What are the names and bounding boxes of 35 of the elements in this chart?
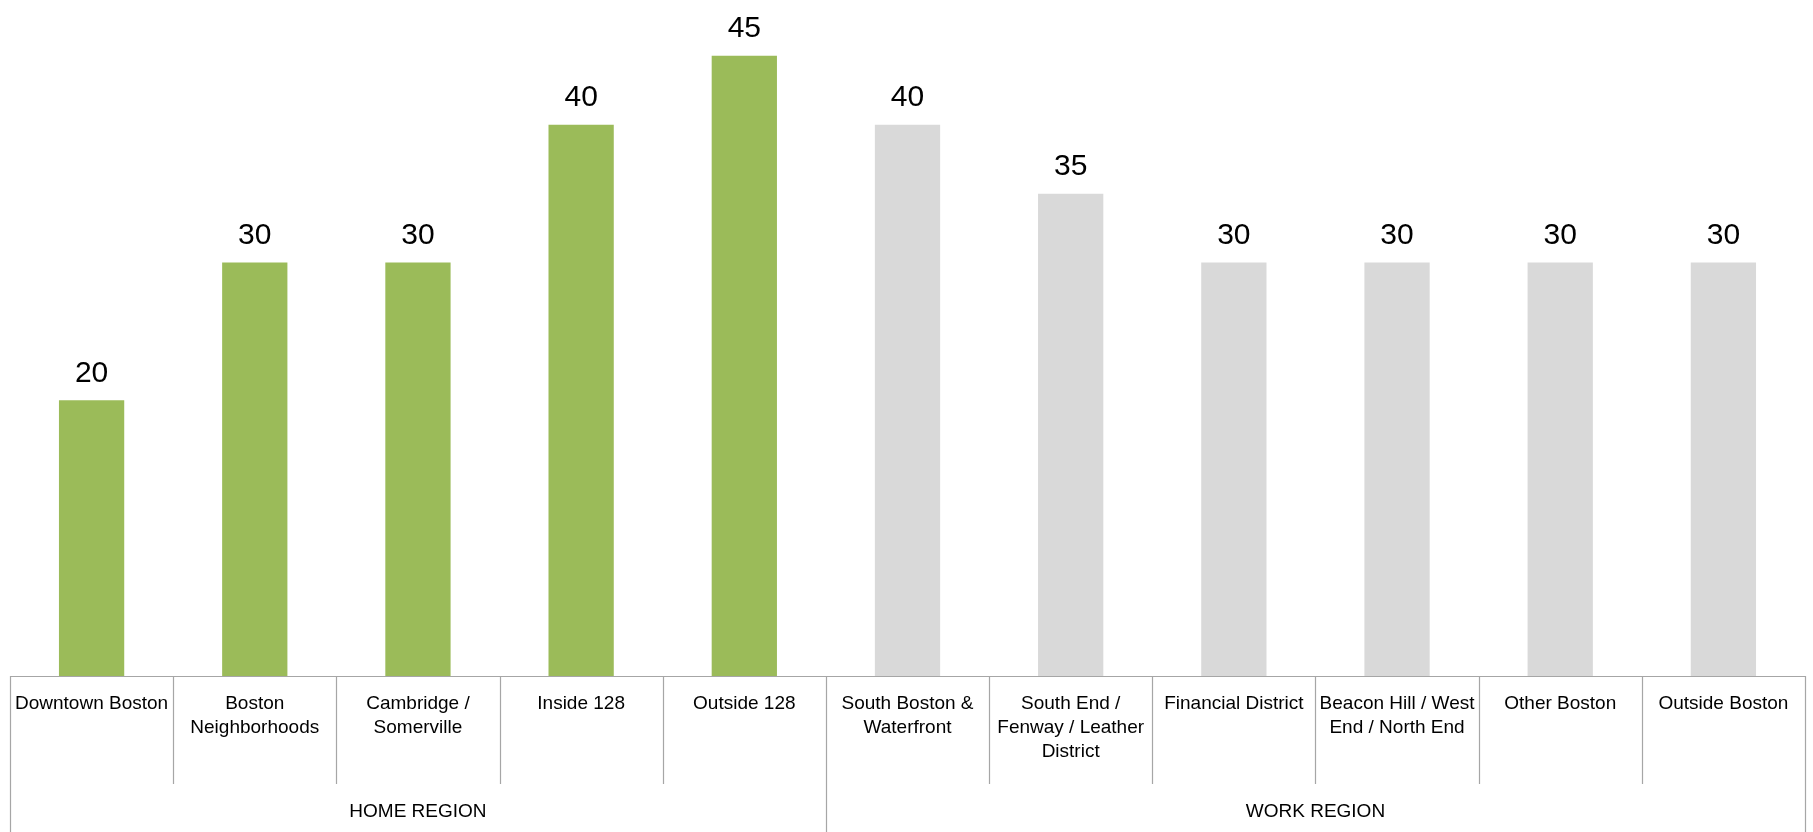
x-tick-label: South End / Fenway / Leather District <box>997 691 1145 761</box>
data-label: 30 <box>1706 216 1741 250</box>
bar <box>1527 262 1593 676</box>
x-tick-label: South Boston & Waterfront <box>841 691 974 737</box>
x-tick-label: Boston Neighborhoods <box>190 691 320 737</box>
x-tick-label: Outside Boston <box>1658 691 1789 713</box>
bar <box>711 55 777 676</box>
x-tick-label: Beacon Hill / West End / North End <box>1319 691 1476 737</box>
x-tick-label: Downtown Boston <box>15 691 169 713</box>
bar <box>58 400 125 676</box>
bar <box>1690 262 1757 676</box>
bar <box>874 124 941 676</box>
data-label: 45 <box>727 10 762 44</box>
data-label: 20 <box>74 354 109 388</box>
data-label: 30 <box>238 216 272 250</box>
x-tick-label: Outside 128 <box>693 691 796 713</box>
bar <box>1038 193 1104 676</box>
data-label: 30 <box>1217 216 1251 250</box>
data-label: 35 <box>1053 147 1088 181</box>
data-label: 30 <box>1380 216 1414 250</box>
bar <box>222 262 288 676</box>
bar <box>1201 262 1267 676</box>
data-label: 30 <box>401 216 435 250</box>
data-label: 40 <box>890 78 925 112</box>
x-tick-label: Other Boston <box>1504 691 1617 713</box>
x-tick-label: Inside 128 <box>537 691 625 713</box>
x-tick-label: Cambridge / Somerville <box>366 691 471 737</box>
data-label: 30 <box>1543 216 1577 250</box>
bar <box>548 124 614 676</box>
bar <box>385 262 451 676</box>
bar <box>1364 262 1430 676</box>
x-tick-label: Financial District <box>1164 691 1305 713</box>
data-label: 40 <box>564 78 598 112</box>
text: HOME REGION <box>349 800 487 822</box>
text: WORK REGION <box>1245 800 1386 822</box>
